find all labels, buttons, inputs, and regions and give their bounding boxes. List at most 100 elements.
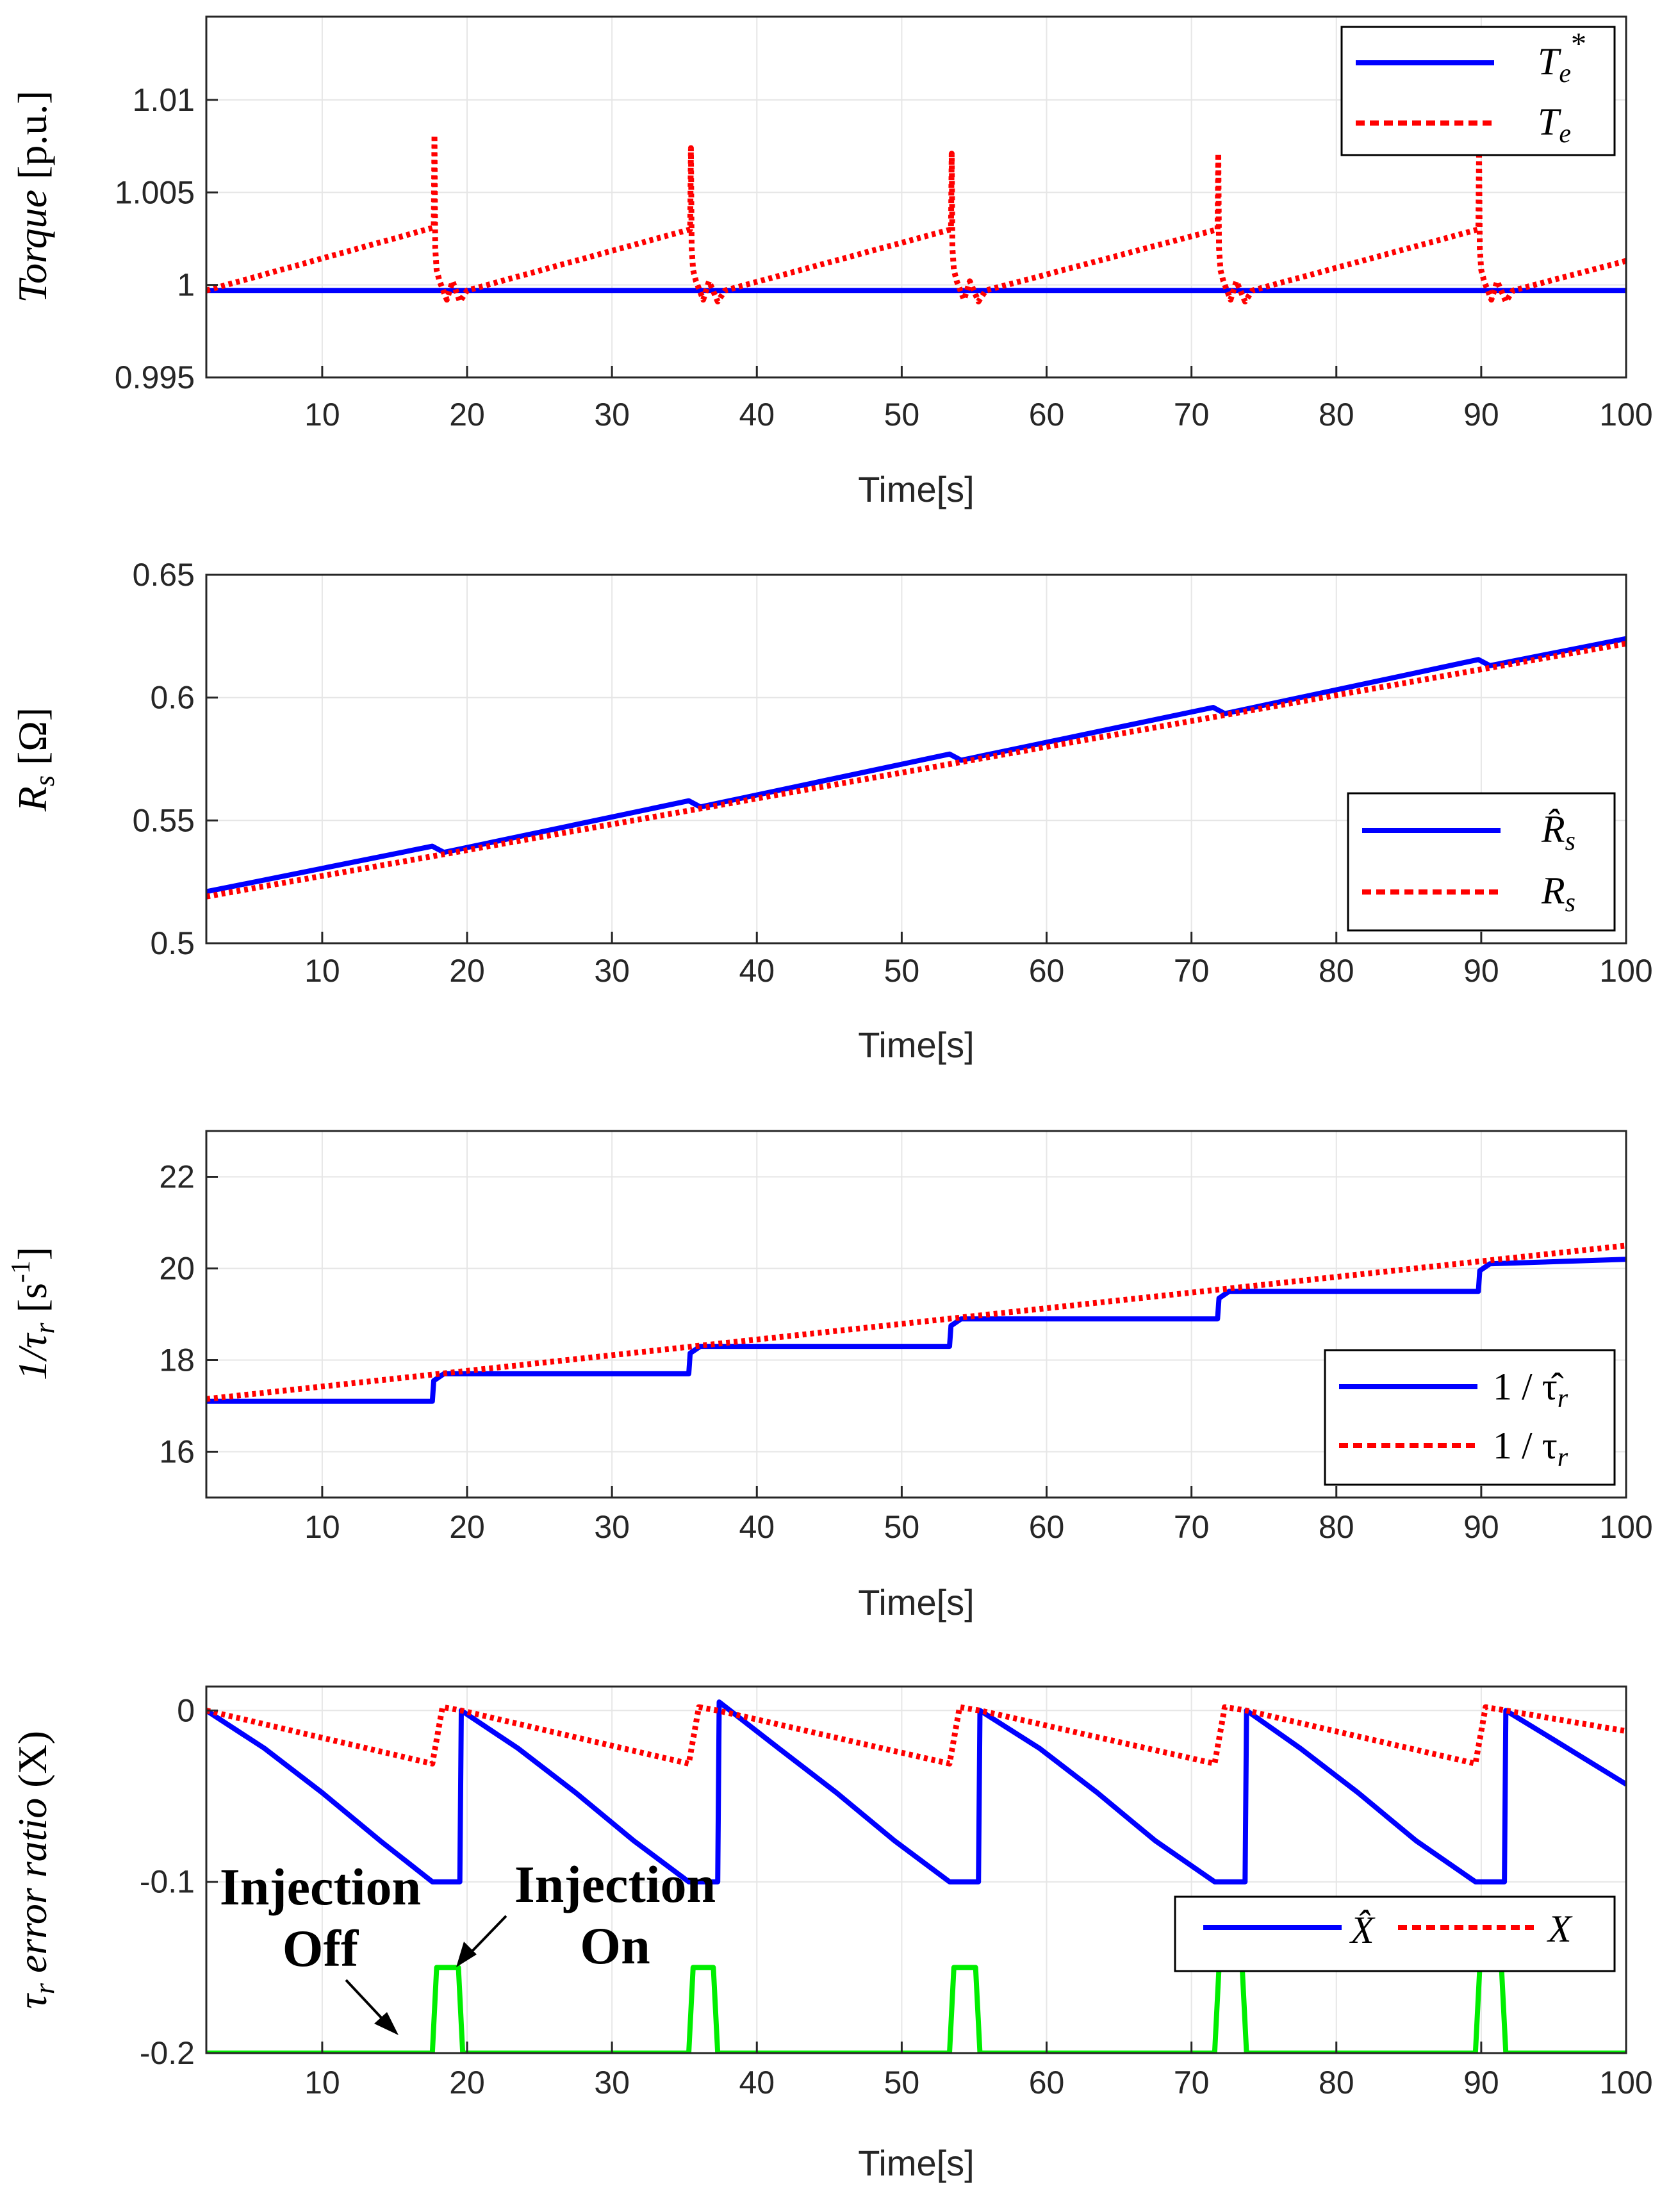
- annotation-off-line2: Off: [283, 1919, 359, 1977]
- series-line-ratio-2: [206, 1965, 1626, 2053]
- x-tick-label: 80: [1319, 2065, 1354, 2101]
- x-tick-label: 50: [884, 1509, 920, 1545]
- x-tick-label: 40: [739, 953, 775, 989]
- y-tick-label: 1.005: [115, 174, 195, 210]
- y-tick-label: 16: [159, 1434, 195, 1470]
- legend-label-taur-hat: 1 / τ̂r: [1493, 1366, 1568, 1414]
- x-tick-label: 60: [1029, 1509, 1065, 1545]
- y-axis-label-torque: Torque [p.u.]: [10, 90, 55, 302]
- series-layer-taur: [206, 1242, 1626, 1404]
- plot-frame-rs: [205, 574, 1627, 945]
- y-tick-label: 0.995: [115, 359, 195, 395]
- panel-torque: 10 20 30 40 50 60 70 80 90 100 0.995 1 1.005 1.01 Tor…: [10, 15, 1653, 509]
- plot-frame-torque: [205, 15, 1627, 379]
- x-tick-label: 90: [1463, 1509, 1499, 1545]
- legend-label-rs-hat: R̂s: [1541, 808, 1575, 856]
- legend-label-rs: Rs: [1541, 870, 1575, 918]
- x-axis-label-ratio: Time[s]: [858, 2143, 974, 2183]
- ticks-rs: 10 20 30 40 50 60 70 80 90 100 0.5 0.55 0.6 0.65: [133, 557, 1653, 989]
- x-tick-label: 60: [1029, 953, 1065, 989]
- x-tick-label: 80: [1319, 1509, 1354, 1545]
- x-tick-label: 30: [594, 2065, 630, 2101]
- series-layer-ratio: [206, 1699, 1626, 2053]
- legend-box-torque: [1340, 26, 1616, 156]
- series-line-torque-1: [206, 132, 1626, 305]
- legend-box-taur: [1324, 1349, 1616, 1486]
- x-tick-label: 80: [1319, 953, 1354, 989]
- y-tick-label: 0.5: [150, 925, 195, 961]
- panel-taur: 10 20 30 40 50 60 70 80 90 100 16 18 20 22 1/τr [s-1]…: [6, 1130, 1653, 1622]
- x-tick-label: 70: [1174, 953, 1210, 989]
- plot-frame-ratio: [205, 1685, 1627, 2054]
- annotation-off-line1: Injection: [220, 1858, 421, 1916]
- annotation-injection-on: Injection On: [456, 1855, 716, 1975]
- y-tick-label: 0.65: [133, 557, 195, 593]
- y-tick-label: 20: [159, 1251, 195, 1287]
- ticks-taur: 10 20 30 40 50 60 70 80 90 100 16 18 20 22: [159, 1159, 1652, 1546]
- x-tick-label: 70: [1174, 1509, 1210, 1545]
- y-tick-label: 1.01: [133, 82, 195, 118]
- y-tick-label: -0.1: [140, 1864, 195, 1900]
- x-tick-label: 60: [1029, 397, 1065, 433]
- plot-frame-taur: [205, 1130, 1627, 1499]
- x-tick-label: 90: [1463, 953, 1499, 989]
- x-tick-label: 50: [884, 397, 920, 433]
- series-layer-rs: [206, 636, 1626, 900]
- x-tick-label: 100: [1599, 953, 1652, 989]
- legend-label-te-star: Te*: [1538, 27, 1586, 88]
- arrow-off-shaft: [345, 1979, 386, 2022]
- y-axis-label-rs: Rs [Ω]: [10, 707, 60, 812]
- y-tick-label: 1: [177, 267, 195, 303]
- series-line-taur-0: [206, 1257, 1626, 1404]
- x-axis-label-torque: Time[s]: [858, 469, 974, 509]
- x-tick-label: 40: [739, 1509, 775, 1545]
- legend-box-rs: [1347, 792, 1616, 932]
- ticks-ratio: 10 20 30 40 50 60 70 80 90 100 -0.2 -0.1 0: [140, 1692, 1653, 2101]
- x-tick-label: 60: [1029, 2065, 1065, 2101]
- annotation-on-line1: Injection: [514, 1855, 716, 1913]
- x-tick-label: 80: [1319, 397, 1354, 433]
- x-tick-label: 50: [884, 953, 920, 989]
- x-axis-label-rs: Time[s]: [858, 1025, 974, 1065]
- y-tick-label: 22: [159, 1159, 195, 1195]
- series-line-ratio-1: [206, 1704, 1626, 1767]
- panel-ratio: 10 20 30 40 50 60 70 80 90 100 -0.2 -0.1 0 τr error …: [10, 1685, 1653, 2183]
- x-tick-label: 100: [1599, 2065, 1652, 2101]
- y-tick-label: 0.6: [150, 680, 195, 716]
- x-tick-label: 40: [739, 397, 775, 433]
- x-tick-label: 40: [739, 2065, 775, 2101]
- series-line-rs-1: [206, 640, 1626, 900]
- y-tick-label: 18: [159, 1342, 195, 1378]
- x-tick-label: 30: [594, 953, 630, 989]
- x-tick-label: 30: [594, 397, 630, 433]
- series-layer-torque: [206, 132, 1626, 305]
- y-tick-label: 0: [177, 1692, 195, 1728]
- y-tick-label: 0.55: [133, 802, 195, 838]
- x-tick-label: 20: [449, 953, 485, 989]
- x-tick-label: 50: [884, 2065, 920, 2101]
- x-tick-label: 20: [449, 1509, 485, 1545]
- series-line-rs-0: [206, 636, 1626, 895]
- y-axis-label-ratio: τr error ratio (X): [10, 1731, 60, 2009]
- legend-box-ratio: [1174, 1895, 1616, 1972]
- x-tick-label: 70: [1174, 397, 1210, 433]
- series-line-ratio-0: [206, 1699, 1626, 1885]
- arrow-off-head: [374, 2012, 399, 2035]
- x-tick-label: 10: [304, 1509, 340, 1545]
- x-tick-label: 100: [1599, 1509, 1652, 1545]
- x-tick-label: 10: [304, 397, 340, 433]
- arrow-on-head: [456, 1942, 477, 1967]
- annotation-on-line2: On: [580, 1917, 650, 1975]
- legend-ratio: X̂ X: [1174, 1895, 1616, 1972]
- x-tick-label: 20: [449, 397, 485, 433]
- legend-label-taur: 1 / τr: [1493, 1424, 1568, 1473]
- x-tick-label: 90: [1463, 2065, 1499, 2101]
- x-axis-label-taur: Time[s]: [858, 1582, 974, 1622]
- x-tick-label: 90: [1463, 397, 1499, 433]
- x-tick-label: 100: [1599, 397, 1652, 433]
- y-tick-label: -0.2: [140, 2035, 195, 2071]
- x-tick-label: 70: [1174, 2065, 1210, 2101]
- arrow-on-shaft: [469, 1915, 507, 1954]
- panel-rs: 10 20 30 40 50 60 70 80 90 100 0.5 0.55 0.6 0.65 Rs […: [10, 557, 1653, 1065]
